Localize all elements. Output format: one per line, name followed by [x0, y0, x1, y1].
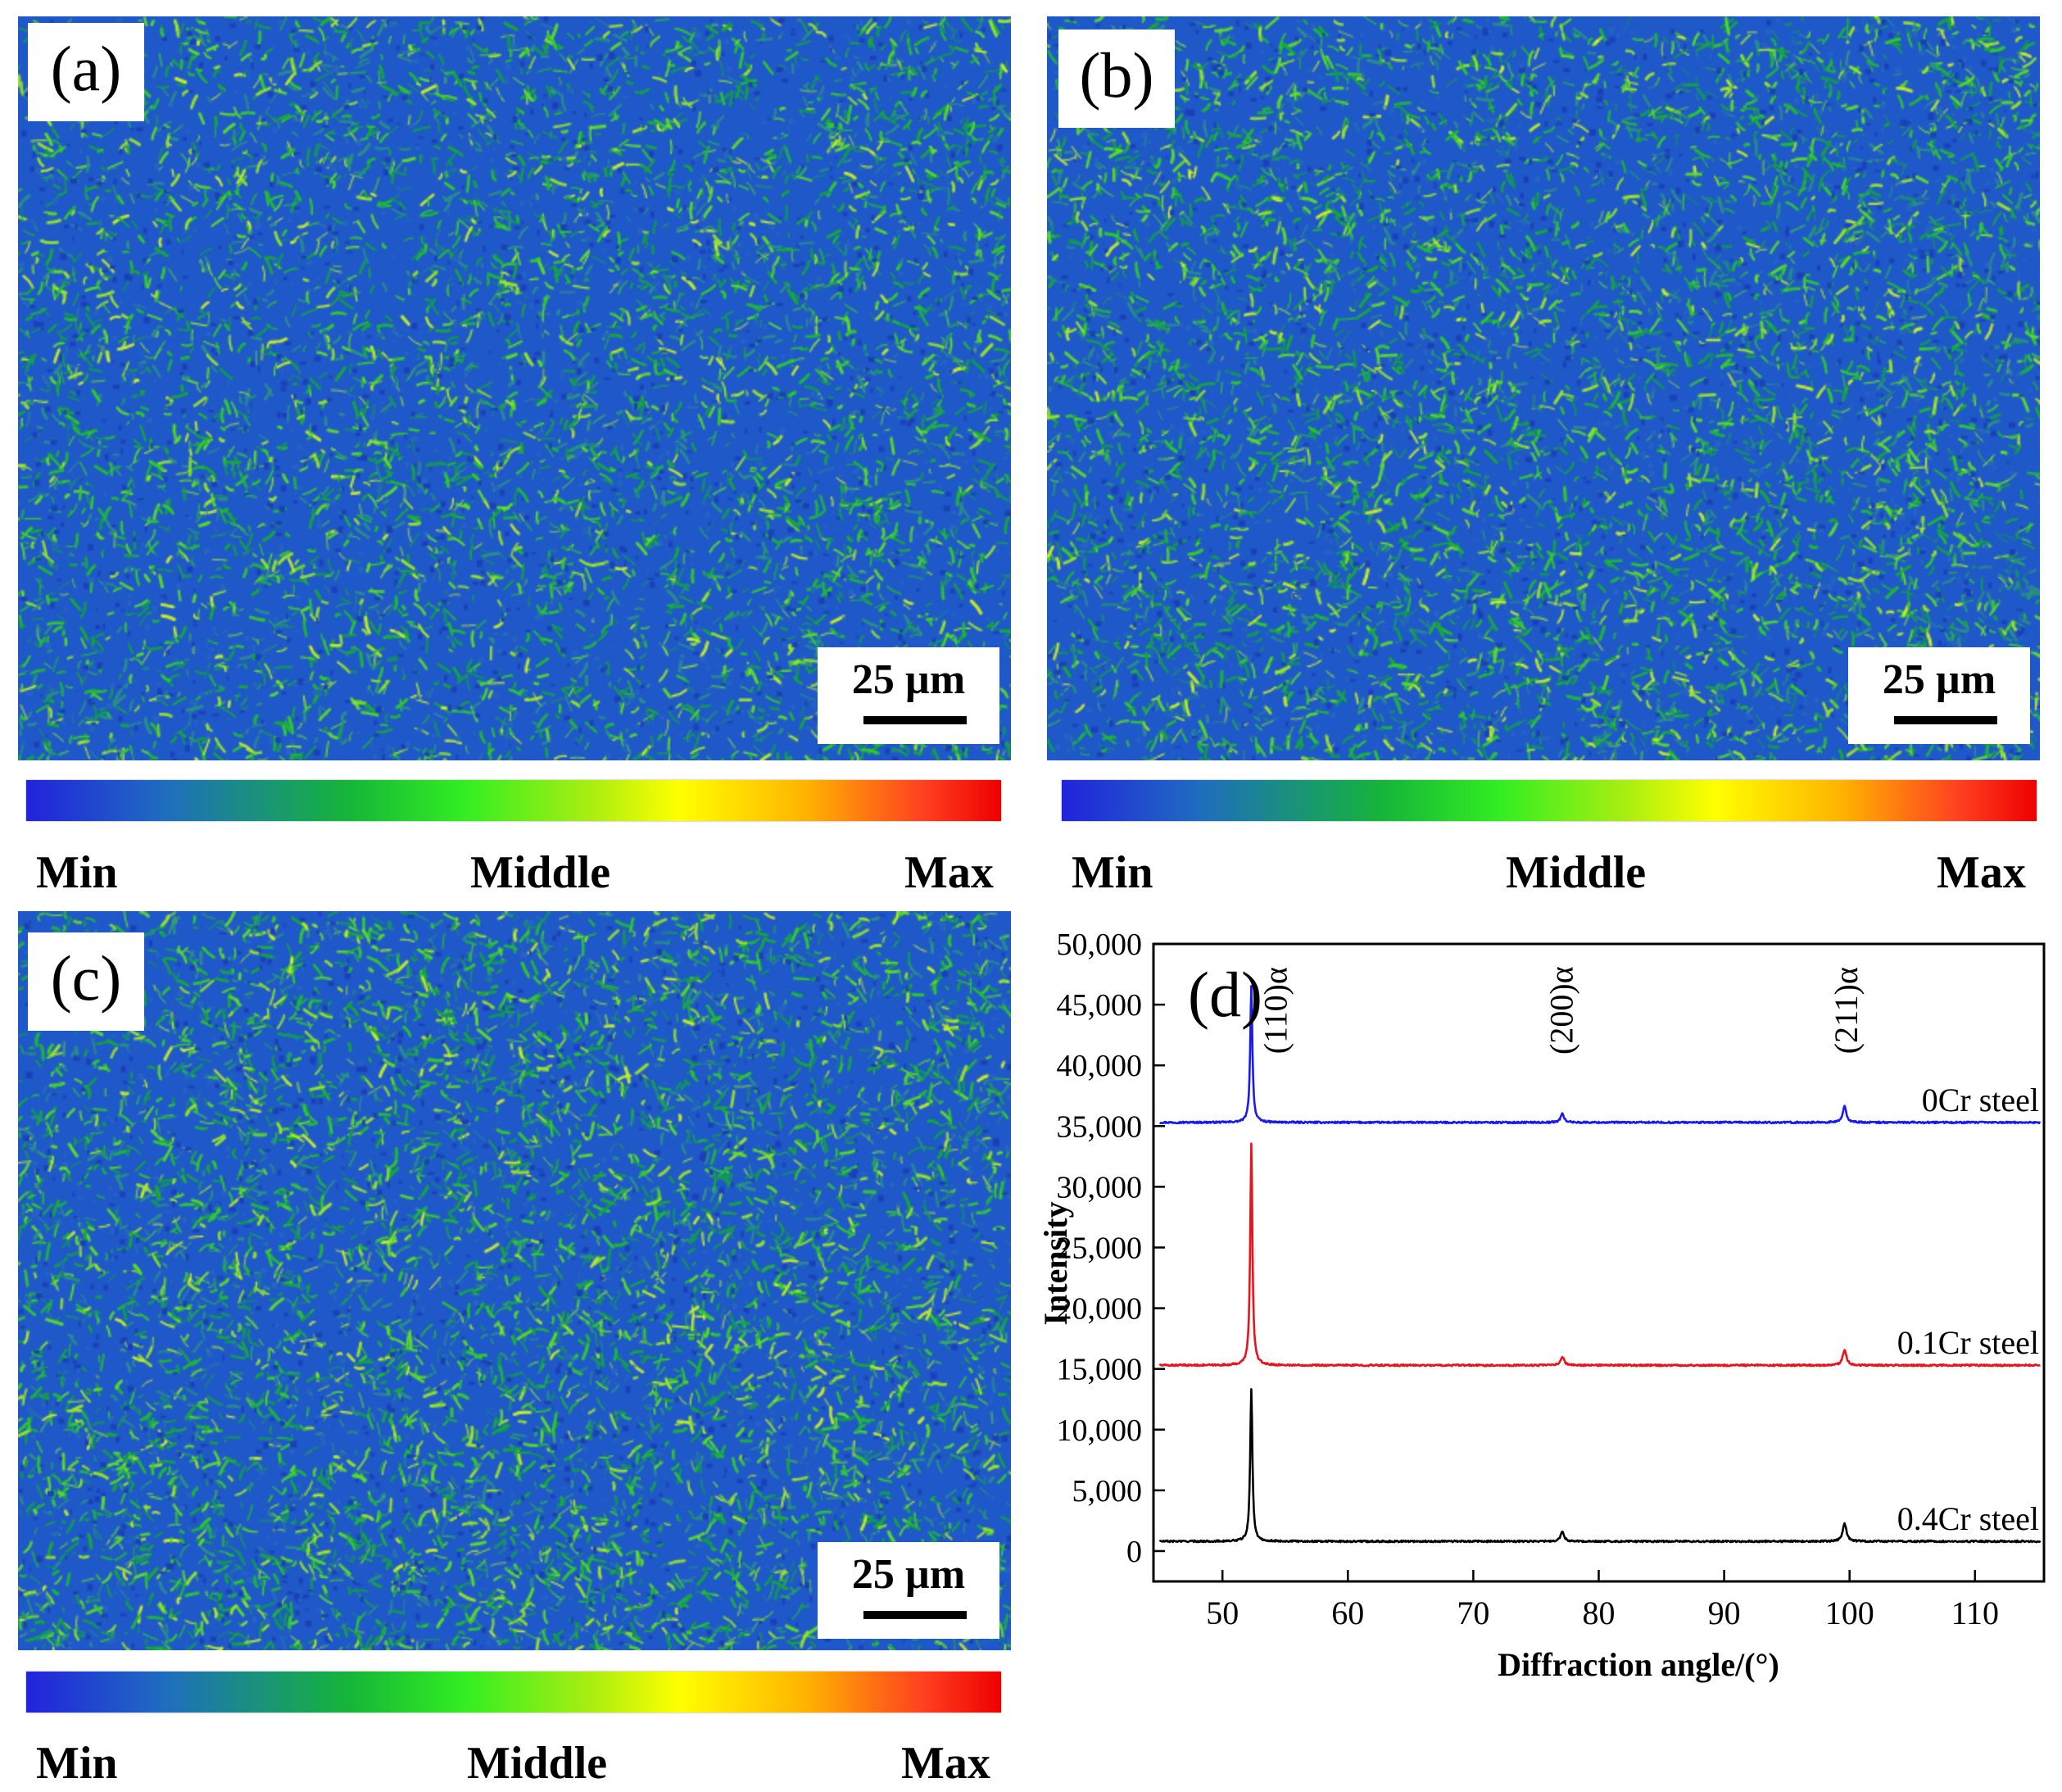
colorbar-c-min: Min [36, 1738, 118, 1789]
x-tick-label: 100 [1825, 1595, 1874, 1631]
colorbar-b [1062, 780, 2037, 821]
scale-bar-a-text: 25 µm [851, 656, 966, 703]
colorbar-a-min: Min [36, 847, 118, 898]
scale-bar-c-text: 25 µm [851, 1551, 966, 1598]
kam-map-a: (a) 25 µm [18, 16, 1011, 760]
series-label-0: 0Cr steel [1922, 1082, 2039, 1118]
y-tick-label: 15,000 [1057, 1353, 1143, 1387]
kam-map-b-image [1047, 16, 2040, 760]
scale-bar-b-text: 25 µm [1882, 656, 1996, 703]
chart-panel-label: (d) [1188, 959, 1262, 1030]
kam-map-a-image [18, 16, 1011, 760]
y-tick-label: 50,000 [1057, 928, 1143, 962]
xrd-chart: 50 60 70 80 90 100 110 0 5,000 10,000 15,000 20,000… [1037, 928, 2046, 1683]
colorbar-c [26, 1672, 1001, 1713]
x-tick-label: 90 [1708, 1595, 1741, 1631]
colorbar-b-max: Max [1937, 847, 2026, 898]
y-tick-label: 5,000 [1072, 1474, 1143, 1508]
x-tick-label: 80 [1583, 1595, 1616, 1631]
colorbar-c-max: Max [901, 1738, 990, 1789]
series-label-2: 0.4Cr steel [1897, 1500, 2039, 1537]
kam-map-b: (b) 25 µm [1047, 16, 2040, 760]
y-tick-label: 30,000 [1057, 1170, 1143, 1204]
chart-x-axis-label: Diffraction angle/(°) [1498, 1646, 1779, 1683]
x-tick-label: 110 [1951, 1595, 2000, 1631]
panel-b: (b) 25 µm Min Middle Max [1031, 0, 2062, 901]
y-tick-label: 45,000 [1057, 988, 1143, 1023]
series-label-1: 0.1Cr steel [1897, 1324, 2039, 1361]
scale-bar-b-line [1894, 716, 1997, 724]
x-tick-label: 60 [1331, 1595, 1364, 1631]
scale-bar-c-line [863, 1611, 967, 1619]
scale-bar-b: 25 µm [1848, 647, 2030, 744]
colorbar-a [26, 780, 1001, 821]
peak-label-2: (211)α [1828, 967, 1865, 1054]
peak-label-0: (110)α [1258, 967, 1294, 1054]
series-line-2 [1158, 1388, 2042, 1544]
y-tick-label: 25,000 [1057, 1231, 1143, 1265]
kam-map-c-image [18, 911, 1011, 1650]
series-line-0 [1159, 985, 2042, 1125]
kam-map-c: (c) 25 µm [18, 911, 1011, 1650]
peak-label-1: (200)α [1543, 966, 1580, 1055]
y-tick-label: 20,000 [1057, 1292, 1143, 1327]
scale-bar-a: 25 µm [818, 647, 999, 744]
chart-y-axis-label: Intensity [1037, 1201, 1074, 1325]
panel-a: (a) 25 µm Min Middle Max [0, 0, 1024, 901]
panel-c: (c) 25 µm Min Middle Max [0, 901, 1024, 1792]
colorbar-a-max: Max [904, 847, 994, 898]
y-tick-label: 35,000 [1057, 1109, 1143, 1144]
colorbar-a-middle: Middle [470, 847, 611, 898]
scale-bar-a-line [863, 716, 967, 724]
y-tick-label: 40,000 [1057, 1049, 1143, 1083]
x-tick-label: 50 [1206, 1595, 1239, 1631]
x-tick-label: 70 [1457, 1595, 1489, 1631]
series-line-1 [1158, 1142, 2041, 1368]
colorbar-b-min: Min [1072, 847, 1153, 898]
panel-label-a: (a) [28, 23, 144, 121]
y-tick-label: 10,000 [1057, 1413, 1143, 1448]
scale-bar-c: 25 µm [818, 1542, 999, 1639]
colorbar-c-middle: Middle [467, 1738, 608, 1789]
colorbar-b-middle: Middle [1506, 847, 1647, 898]
y-tick-label: 0 [1126, 1535, 1142, 1569]
panel-label-c: (c) [28, 932, 144, 1031]
panel-label-b: (b) [1058, 29, 1175, 128]
